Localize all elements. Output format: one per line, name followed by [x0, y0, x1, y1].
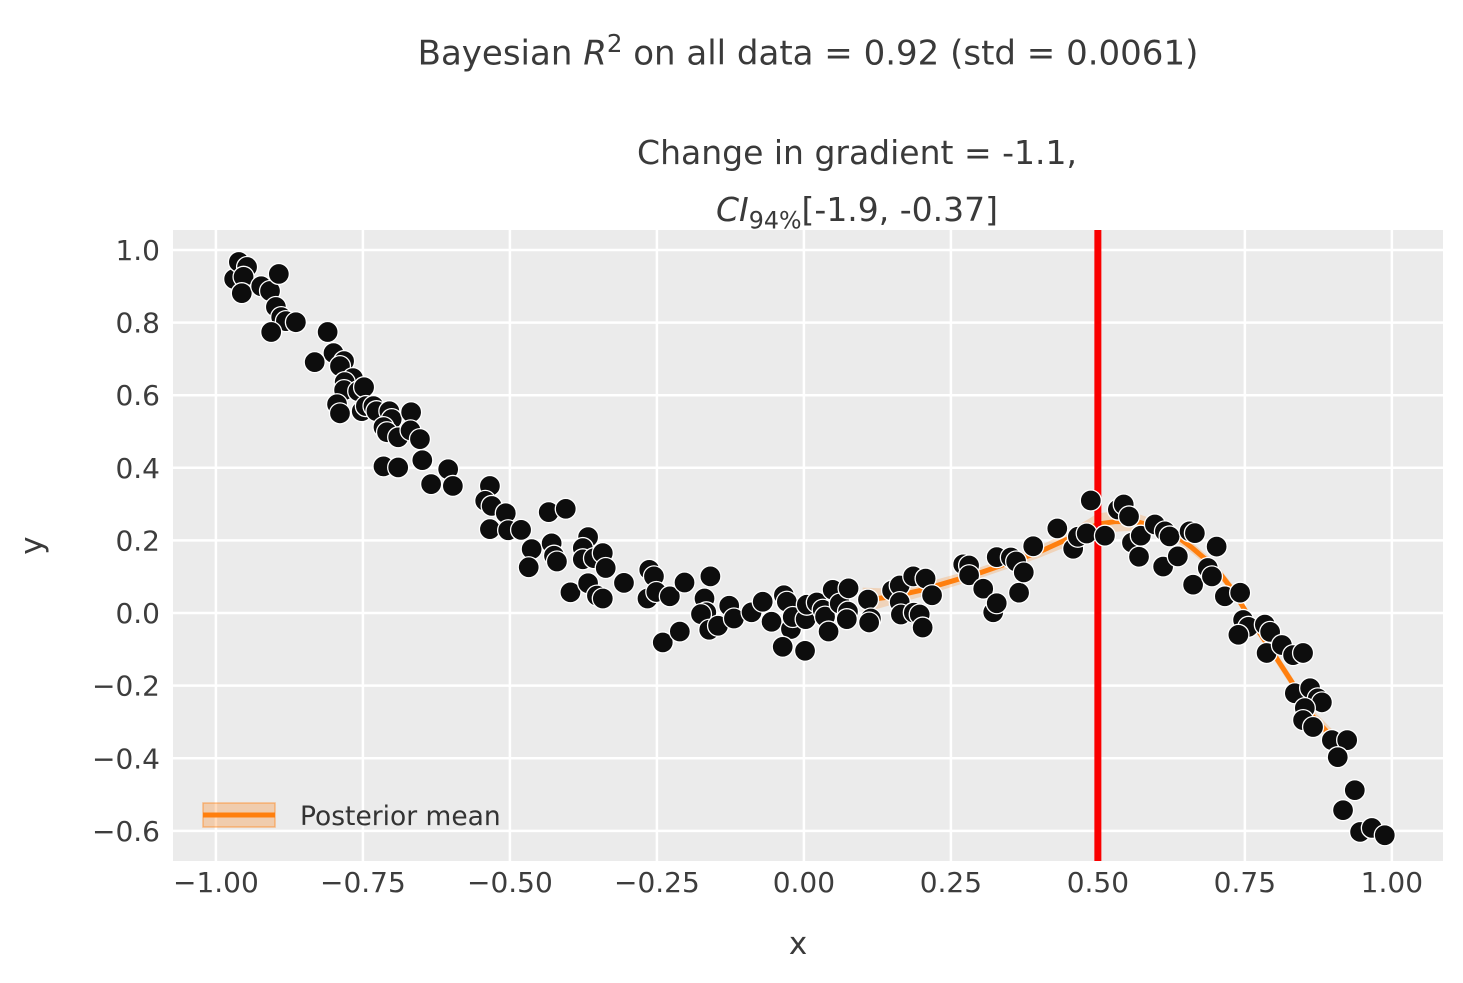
- y-tick-label: 1.0: [115, 234, 160, 267]
- chart-title: Bayesian R2 on all data = 0.92 (std = 0.…: [418, 22, 1199, 75]
- data-point: [1326, 746, 1349, 769]
- data-point: [1336, 728, 1359, 752]
- title-text: Bayesian: [417, 33, 584, 74]
- y-tick-label: 0.8: [115, 307, 160, 340]
- data-point: [857, 611, 881, 634]
- data-point: [545, 550, 569, 573]
- data-point: [594, 556, 617, 580]
- data-point: [817, 620, 840, 643]
- data-point: [751, 590, 774, 613]
- x-tick-label: 0.25: [920, 866, 982, 899]
- data-point: [957, 564, 981, 587]
- data-point: [911, 616, 934, 639]
- data-point: [837, 577, 860, 600]
- data-point: [387, 456, 410, 479]
- data-point: [1093, 524, 1117, 547]
- data-point: [612, 571, 636, 595]
- data-point: [509, 518, 533, 542]
- data-point: [328, 402, 352, 425]
- x-tick-label: 0.75: [1214, 866, 1276, 899]
- data-point: [1227, 623, 1250, 646]
- data-point: [668, 620, 691, 643]
- title-suffix: on all data = 0.92 (std = 0.0061): [622, 33, 1199, 74]
- data-point: [441, 474, 465, 498]
- data-point: [1291, 641, 1315, 665]
- y-tick-label: 0.2: [115, 524, 160, 557]
- data-point: [658, 585, 681, 608]
- data-point: [771, 635, 794, 658]
- data-point: [1007, 581, 1031, 604]
- data-point: [1301, 715, 1325, 739]
- data-point: [520, 537, 543, 561]
- x-tick-label: 1.00: [1361, 866, 1423, 899]
- data-point: [411, 449, 434, 472]
- data-point: [760, 610, 783, 633]
- legend-label: Posterior mean: [300, 801, 501, 832]
- data-point: [1127, 545, 1151, 568]
- x-tick-label: 0.00: [773, 866, 835, 899]
- data-point: [1117, 505, 1141, 528]
- ci-symbol: CI: [715, 190, 749, 229]
- data-point: [1183, 522, 1207, 545]
- data-point: [1166, 545, 1189, 568]
- data-point: [408, 427, 432, 451]
- x-tick-label: −0.50: [467, 866, 553, 899]
- data-point: [1022, 535, 1045, 558]
- data-point: [554, 497, 577, 520]
- data-point: [1079, 489, 1102, 512]
- y-axis-label: y: [14, 536, 50, 554]
- data-point: [352, 376, 376, 399]
- data-point: [835, 608, 858, 631]
- data-point: [1229, 581, 1252, 604]
- data-point: [1343, 779, 1366, 802]
- data-point: [1373, 824, 1396, 847]
- y-tick-label: −0.6: [92, 815, 160, 848]
- data-point: [419, 472, 443, 496]
- title-math-r: R: [583, 33, 607, 74]
- data-point: [517, 556, 540, 579]
- data-point: [1200, 565, 1224, 588]
- data-point: [651, 631, 674, 654]
- data-point: [920, 584, 944, 607]
- data-point: [1012, 561, 1035, 584]
- y-tick-label: 0.0: [115, 597, 160, 630]
- x-tick-label: −0.75: [320, 866, 406, 899]
- y-tick-label: 0.4: [115, 452, 160, 485]
- data-point: [284, 311, 308, 334]
- data-point: [793, 639, 817, 662]
- data-point: [985, 592, 1008, 615]
- data-point: [856, 588, 880, 611]
- plot-area: [173, 230, 1443, 861]
- data-point: [1158, 525, 1181, 548]
- data-point: [303, 351, 326, 374]
- x-tick-label: −1.00: [173, 866, 259, 899]
- annotation-line2: CI94%[-1.9, -0.37]: [637, 181, 1077, 250]
- data-point: [699, 565, 722, 588]
- x-tick-label: −0.25: [614, 866, 700, 899]
- annotation-line1: Change in gradient = -1.1,: [637, 133, 1077, 172]
- y-tick-label: −0.2: [92, 670, 160, 703]
- ci-subscript: 94%: [748, 206, 802, 235]
- data-point: [673, 571, 696, 594]
- data-point: [559, 581, 582, 604]
- data-point: [972, 577, 995, 600]
- data-point: [267, 262, 290, 286]
- title-superscript: 2: [606, 29, 623, 58]
- x-axis-label: x: [789, 926, 807, 962]
- data-point: [1181, 573, 1205, 596]
- data-point: [260, 320, 283, 344]
- x-tick-label: 0.50: [1067, 866, 1129, 899]
- ci-range: [-1.9, -0.37]: [801, 190, 999, 229]
- data-point: [591, 587, 614, 610]
- y-tick-label: −0.4: [92, 742, 160, 775]
- gradient-annotation: Change in gradient = -1.1, CI94%[-1.9, -…: [637, 124, 1077, 250]
- data-point: [230, 282, 253, 305]
- data-point: [1046, 517, 1069, 540]
- data-point: [316, 320, 339, 344]
- y-tick-label: 0.6: [115, 379, 160, 412]
- data-point: [1205, 535, 1228, 558]
- data-point: [1331, 799, 1355, 822]
